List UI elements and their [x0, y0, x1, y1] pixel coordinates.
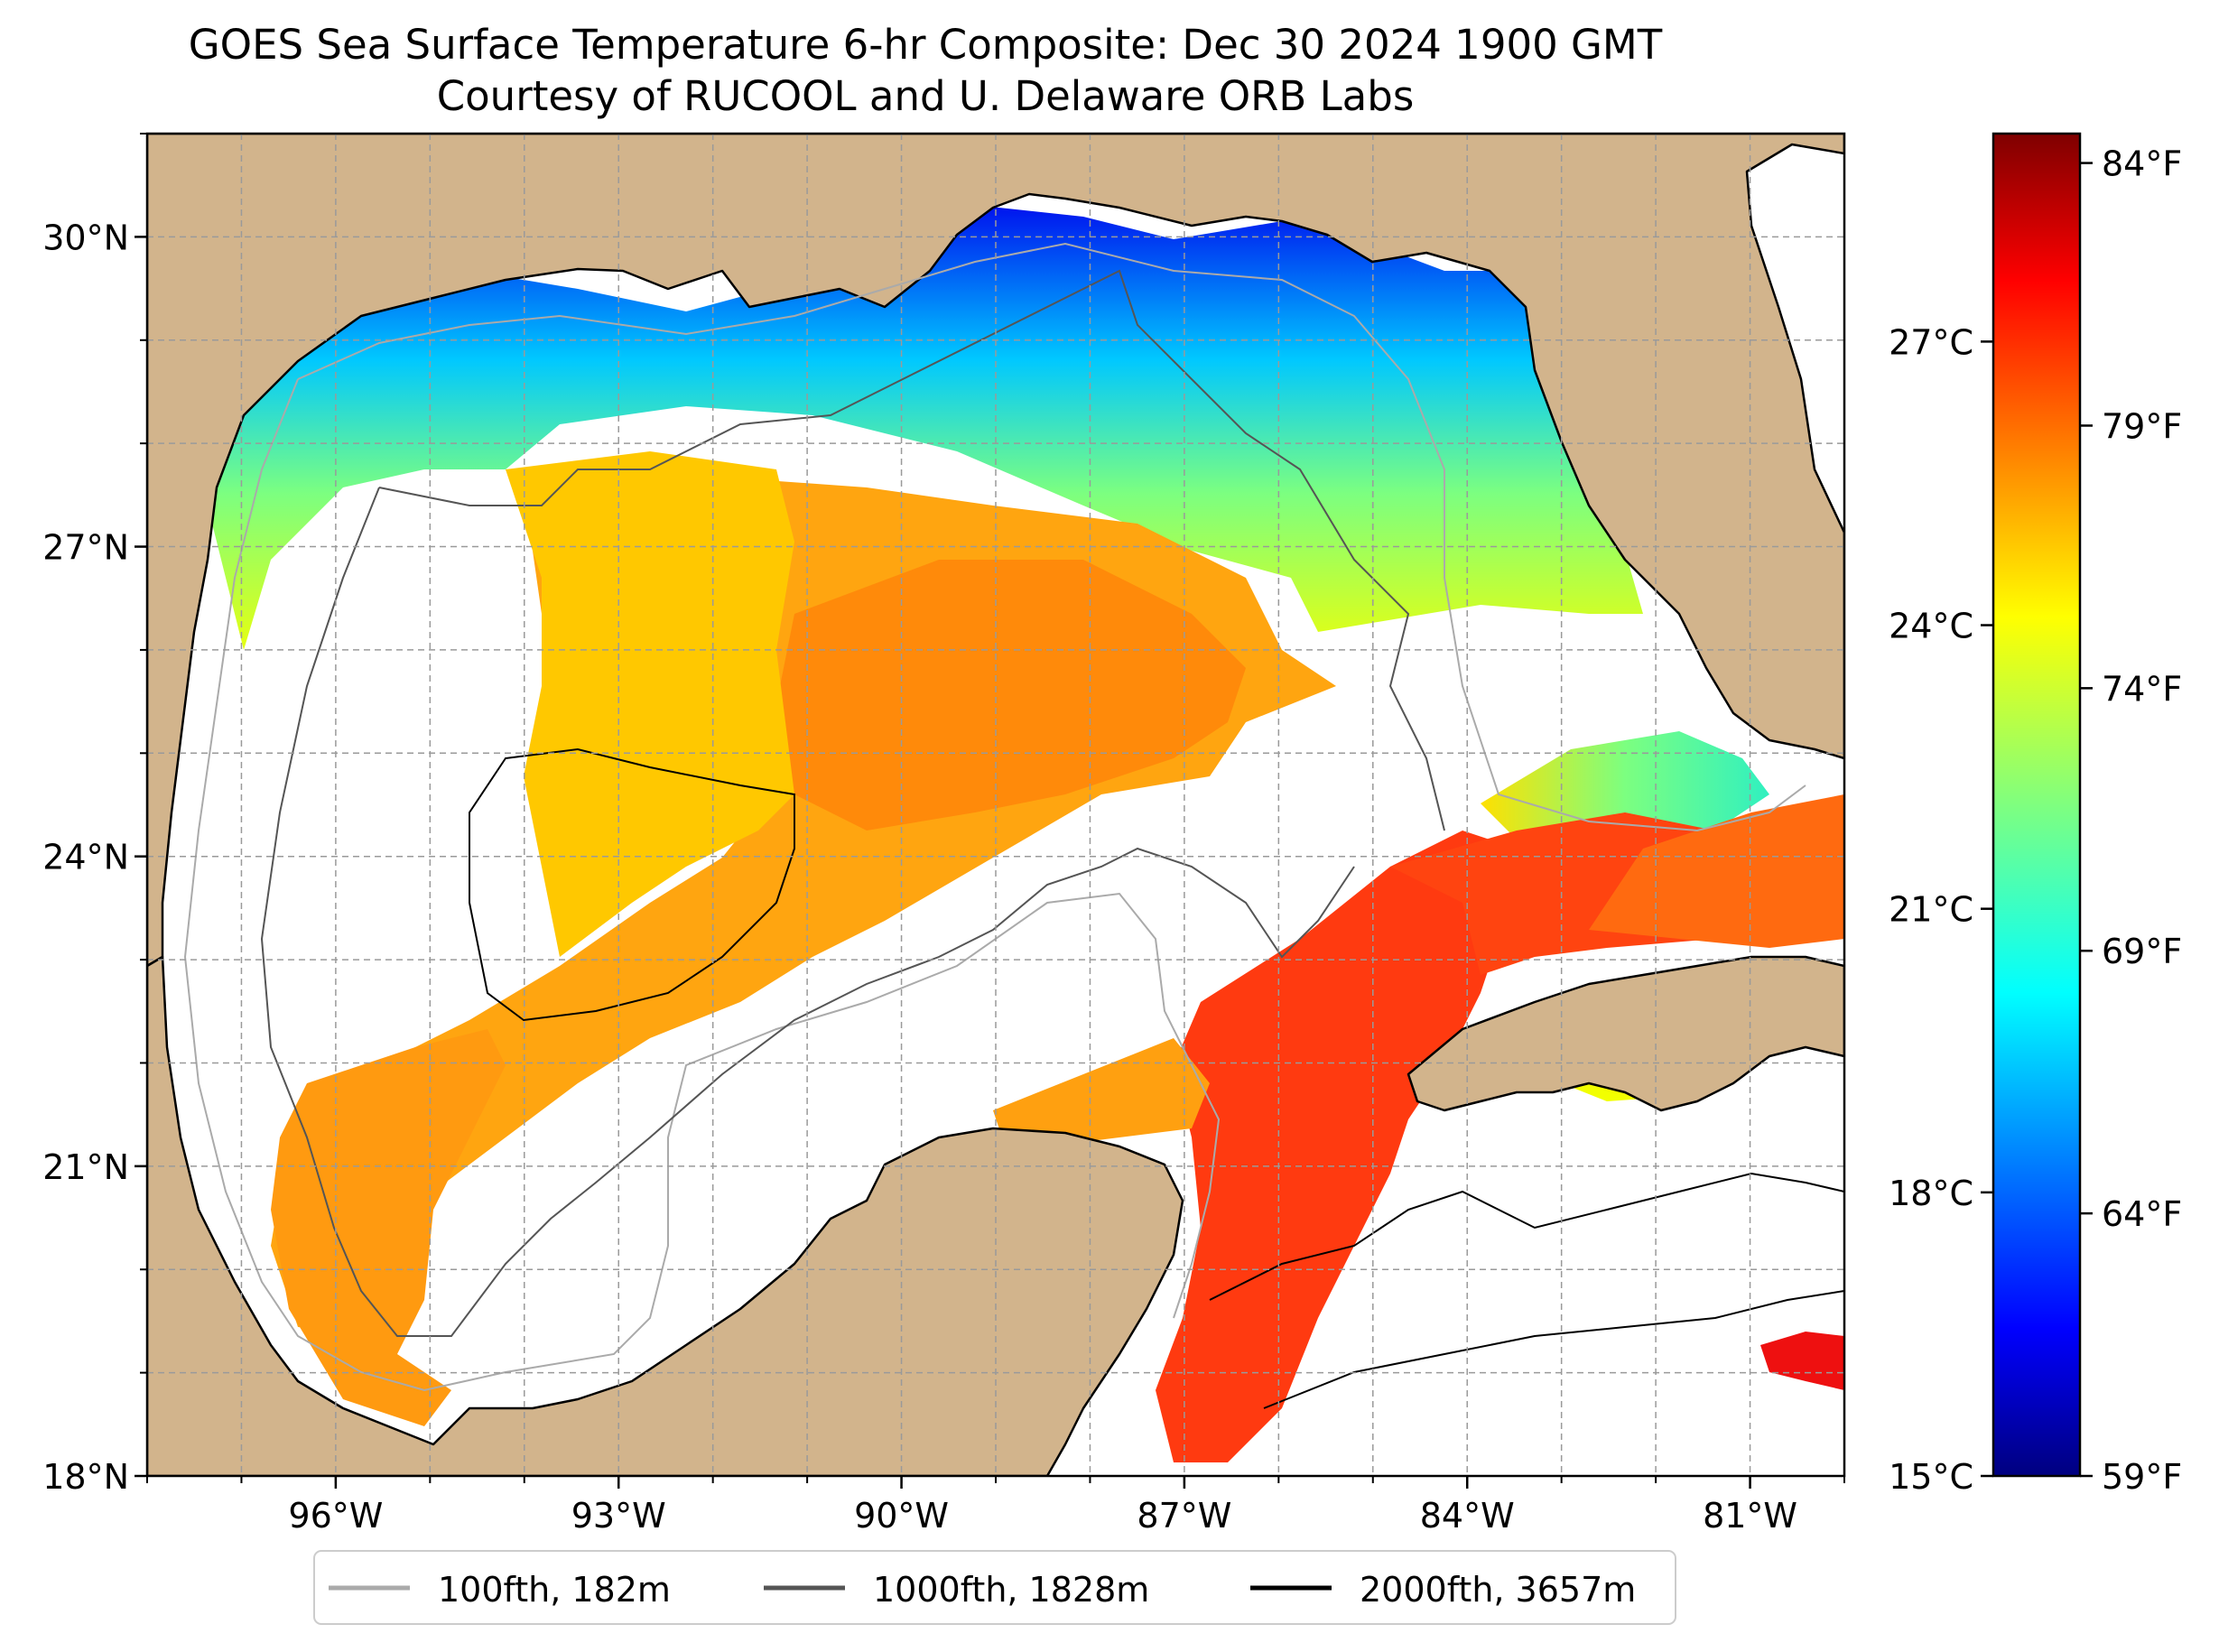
land-cuba [1407, 955, 1844, 1112]
sst-northern-shelf-cool [208, 203, 1643, 650]
lon-tick-label: 84°W [1420, 1496, 1515, 1536]
lat-tick-label: 24°N [42, 838, 129, 877]
lon-tick-label: 87°W [1137, 1496, 1231, 1536]
lat-tick-label: 27°N [42, 528, 129, 568]
lon-tick-label: 93°W [571, 1496, 666, 1536]
land-us-gulf-coast [147, 134, 1844, 968]
lat-axis: 18°N 21°N 24°N 27°N 30°N [42, 133, 147, 1497]
lon-axis: 96°W 93°W 90°W 87°W 84°W 81°W [146, 1476, 1845, 1536]
contour-2000fth [469, 747, 1844, 1409]
legend: 100fth, 182m 1000fth, 1828m 2000fth, 365… [313, 1550, 1676, 1625]
colorbar-fahrenheit-label: 69°F [2102, 932, 2182, 971]
sst-loop-current-core [776, 560, 1246, 831]
colorbar-fahrenheit-label: 59°F [2102, 1457, 2182, 1497]
colorbar-gradient [1992, 132, 2082, 1478]
contour-100fth [183, 242, 1806, 1392]
sst-florida-straits-orange [1589, 794, 1844, 948]
colorbar-celsius-label: 18°C [1889, 1174, 1973, 1213]
map-subtitle: Courtesy of RUCOOL and U. Delaware ORB L… [436, 72, 1415, 120]
colorbar-celsius-ticks: 15°C 18°C 21°C 24°C 27°C [1889, 322, 1993, 1497]
lat-tick-label: 21°N [42, 1147, 129, 1187]
colorbar-celsius-label: 24°C [1889, 607, 1973, 646]
gridlines [147, 134, 1844, 1476]
land-mexico [147, 955, 1184, 1476]
legend-label-1000fth: 1000fth, 1828m [873, 1570, 1149, 1610]
lat-tick-label: 18°N [42, 1457, 129, 1497]
bathymetry-contours [183, 242, 1844, 1409]
sst-caribbean-red-patch [1760, 1332, 1844, 1390]
map-panel [147, 134, 1844, 1476]
colorbar-fahrenheit-label: 79°F [2102, 406, 2182, 446]
contour-1000fth [260, 269, 1445, 1337]
legend-label-2000fth: 2000fth, 3657m [1360, 1570, 1636, 1610]
sst-yucatan-channel-red [1156, 831, 1535, 1462]
lon-tick-label: 96°W [288, 1496, 383, 1536]
legend-label-100fth: 100fth, 182m [438, 1570, 671, 1610]
colorbar: 15°C 18°C 21°C 24°C 27°C 59°F 64°F 69°F 74°F 79°… [1889, 132, 2182, 1497]
lat-tick-label: 30°N [42, 218, 129, 257]
map-title: GOES Sea Surface Temperature 6-hr Compos… [188, 21, 1663, 69]
sst-western-gulf-orange [271, 1029, 506, 1426]
colorbar-celsius-label: 15°C [1889, 1457, 1973, 1497]
colorbar-fahrenheit-label: 74°F [2102, 669, 2182, 709]
colorbar-fahrenheit-ticks: 59°F 64°F 69°F 74°F 79°F 84°F [2080, 144, 2182, 1497]
colorbar-fahrenheit-label: 64°F [2102, 1194, 2182, 1234]
sst-yellow-tongue [506, 451, 794, 957]
colorbar-celsius-label: 21°C [1889, 890, 1973, 930]
lon-tick-label: 90°W [854, 1496, 949, 1536]
sst-layer [208, 203, 1844, 1462]
sst-se-florida-shelf [1481, 731, 1769, 849]
sst-campeche-bank-orange [993, 1038, 1210, 1146]
colorbar-fahrenheit-label: 84°F [2102, 144, 2182, 184]
lon-tick-label: 81°W [1703, 1496, 1797, 1536]
land-layer [147, 134, 1844, 1476]
legend-box [313, 1550, 1676, 1625]
colorbar-celsius-label: 27°C [1889, 322, 1973, 362]
